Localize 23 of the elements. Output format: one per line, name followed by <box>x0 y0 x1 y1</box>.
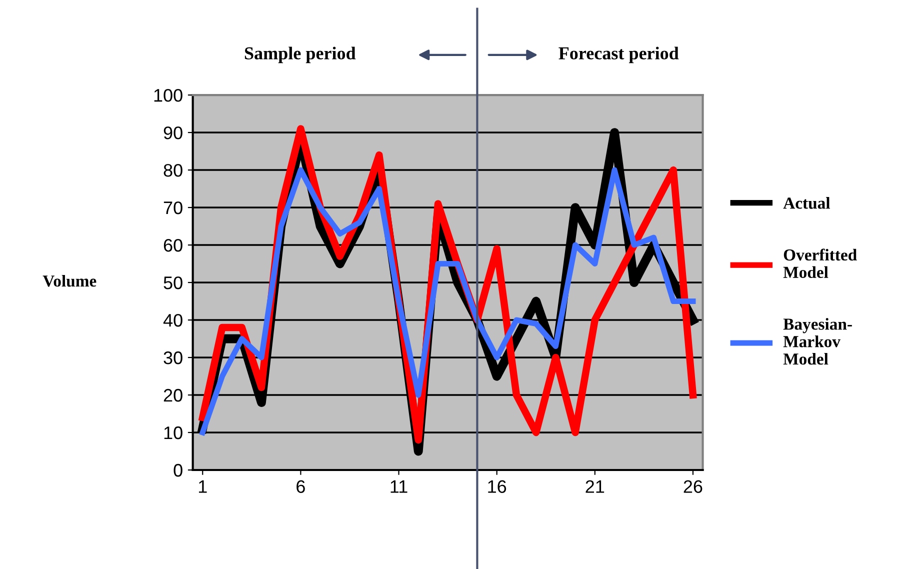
y-tick-label: 30 <box>164 351 182 364</box>
text: Forecast period <box>558 46 679 64</box>
y-tick-label: 40 <box>163 314 182 327</box>
x-tick-label: 26 <box>684 480 702 493</box>
y-tick-label: 20 <box>164 388 182 402</box>
y-tick-label: 10 <box>164 426 182 440</box>
y-tick-label: 70 <box>164 201 182 214</box>
x-tick-label: 11 <box>390 480 408 493</box>
legend-label: Overfitted Model <box>783 248 857 278</box>
text: Sample period <box>244 46 356 64</box>
x-tick-label: 1 <box>198 480 207 493</box>
legend-label: Actual <box>783 197 830 209</box>
y-tick-label: 60 <box>164 238 182 252</box>
y-axis-title: Volume <box>42 274 96 287</box>
y-tick-label: 100 <box>154 88 182 102</box>
y-tick-label: 0 <box>174 464 182 477</box>
y-tick-label: 80 <box>164 164 182 177</box>
y-tick-label: 50 <box>164 276 182 290</box>
x-tick-label: 16 <box>488 480 506 493</box>
legend-label: Bayesian-Markov Model <box>783 318 852 365</box>
y-tick-label: 90 <box>164 126 182 140</box>
x-tick-label: 21 <box>586 480 604 493</box>
x-tick-label: 6 <box>296 480 305 493</box>
